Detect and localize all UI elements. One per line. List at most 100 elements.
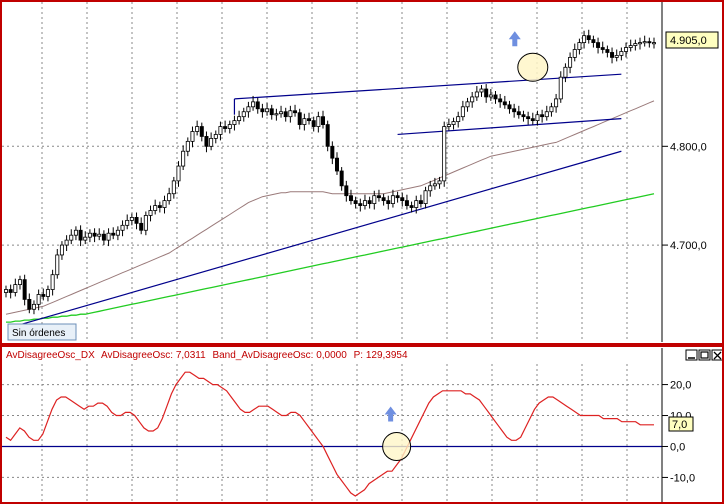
candle-body [92, 232, 97, 237]
trend-line [234, 73, 622, 100]
candle-body [614, 55, 619, 58]
candlesticks [4, 29, 657, 315]
pane-separator[interactable] [2, 343, 722, 347]
candle-body [204, 136, 209, 147]
candle-body [572, 49, 577, 58]
osc-tick-label: -10,0 [670, 472, 695, 484]
candle-body [372, 195, 377, 204]
candle-body [148, 210, 153, 216]
up-arrow-icon [508, 31, 521, 47]
candle-body [642, 41, 647, 44]
osc-series-line [5, 371, 654, 497]
candle-body [87, 232, 92, 238]
candle-body [115, 229, 120, 236]
price-tick-label: 4.800,0 [670, 141, 707, 153]
minimize-button[interactable] [685, 349, 698, 361]
candle-body [171, 180, 176, 195]
candle-body [474, 91, 479, 98]
candle-body [209, 138, 214, 147]
candle-body [22, 279, 27, 300]
osc-title: AvDisagreeOsc_DX AvDisagreeOsc: 7,0311 B… [6, 350, 408, 361]
ma-green-line [6, 193, 655, 323]
candle-body [302, 118, 307, 125]
candle-body [619, 51, 624, 56]
osc-value-text: 7,0 [672, 419, 687, 431]
candle-body [129, 217, 134, 221]
candle-body [227, 124, 232, 129]
candle-body [36, 294, 41, 305]
candle-body [134, 217, 139, 224]
candle-body [237, 116, 242, 122]
candle-body [582, 35, 587, 43]
candle-body [484, 88, 489, 98]
status-badge: Sin órdenes [7, 323, 77, 341]
candle-body [17, 279, 22, 285]
candle-body [358, 203, 363, 206]
candle-body [8, 289, 13, 293]
candle-body [633, 43, 638, 46]
price-y-axis: 4.800,0 4.700,0 [661, 2, 707, 342]
candle-body [199, 126, 204, 137]
candle-body [596, 42, 601, 48]
osc-up-arrow-icon [384, 406, 397, 422]
osc-title-name: AvDisagreeOsc_DX [6, 350, 95, 361]
candle-body [330, 145, 335, 159]
candle-body [106, 232, 111, 241]
candle-body [288, 110, 293, 118]
candle-body [586, 35, 591, 41]
osc-tick-label: 20,0 [670, 380, 691, 392]
candle-body [162, 200, 167, 208]
candle-body [465, 101, 470, 108]
restore-button[interactable] [698, 349, 711, 361]
osc-annotations [382, 406, 412, 461]
osc-grid [2, 364, 662, 502]
candle-body [353, 200, 358, 204]
candle-body [45, 289, 50, 297]
candle-body [432, 183, 437, 187]
candle-body [479, 88, 484, 93]
close-button[interactable] [711, 349, 722, 361]
candle-body [390, 195, 395, 204]
candle-body [400, 197, 405, 202]
candle-body [41, 294, 46, 297]
candle-body [153, 205, 158, 211]
candle-body [316, 116, 321, 127]
osc-title-value: AvDisagreeOsc: 7,0311 [101, 350, 206, 361]
candle-body [493, 94, 498, 100]
candle-body [521, 114, 526, 118]
candle-body [409, 205, 414, 208]
candle-body [55, 254, 60, 276]
candle-body [83, 236, 88, 241]
osc-title-p: P: 129,3954 [354, 350, 408, 361]
candle-body [549, 106, 554, 113]
candle-body [348, 195, 353, 202]
candle-body [460, 106, 465, 118]
candle-body [470, 96, 475, 103]
moving-averages [5, 100, 655, 323]
highlight-circle [517, 52, 549, 82]
candle-body [591, 39, 596, 43]
close-icon [713, 351, 722, 360]
candle-body [27, 299, 32, 310]
candle-body [181, 150, 186, 167]
candle-body [246, 106, 251, 113]
candle-body [334, 157, 339, 172]
candle-body [260, 108, 265, 113]
candle-body [279, 111, 284, 115]
candle-body [293, 110, 298, 114]
candle-body [283, 111, 288, 118]
candle-body [437, 180, 442, 185]
candle-body [251, 101, 256, 108]
candle-body [652, 42, 657, 45]
osc-plot-area [2, 348, 722, 502]
candle-body [50, 274, 55, 290]
candle-body [404, 200, 409, 206]
candle-body [339, 170, 344, 187]
candle-body [139, 222, 144, 231]
candle-body [563, 66, 568, 78]
candle-body [101, 233, 106, 241]
candle-body [265, 108, 270, 113]
candle-body [418, 200, 423, 204]
candle-body [456, 116, 461, 123]
candle-body [624, 47, 629, 52]
